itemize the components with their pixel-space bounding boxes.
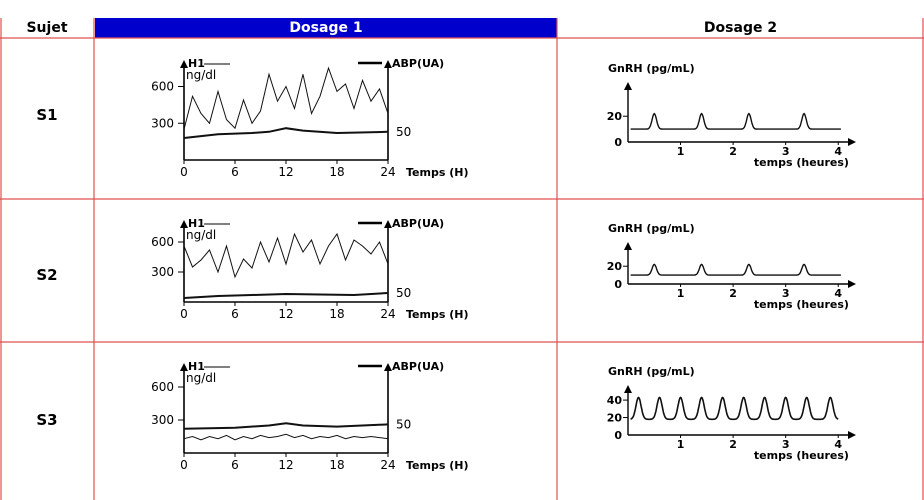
gnrh-pulse-line: [630, 263, 841, 276]
x-tick-label: 4: [834, 145, 842, 158]
x-axis-label: Temps (H): [406, 459, 468, 472]
gnrh-pulse-line: [630, 396, 839, 421]
chart-title: GnRH (pg/mL): [608, 62, 695, 75]
header-subject: Sujet: [26, 20, 68, 36]
y-tick-label: 300: [151, 265, 174, 279]
y-tick-label: 20: [607, 260, 623, 273]
subject-cell: S2: [36, 266, 58, 284]
chart-title: GnRH (pg/mL): [608, 365, 695, 378]
y-tick-label: 40: [607, 394, 623, 407]
y-axis-right-arrow: [384, 363, 392, 371]
y-unit-left: ng/dl: [186, 371, 216, 385]
x-axis-arrow: [848, 431, 856, 439]
y-axis-left-arrow: [180, 220, 188, 228]
y-tick-label: 600: [151, 380, 174, 394]
x-tick-label: 24: [380, 307, 395, 321]
y-tick-label: 300: [151, 116, 174, 130]
x-axis-label: Temps (H): [406, 308, 468, 321]
series-line-h1: [183, 433, 389, 441]
x-tick-label: 3: [782, 145, 790, 158]
y-unit-left: ng/dl: [186, 68, 216, 82]
x-axis-label: temps (heures): [754, 298, 849, 311]
x-tick-label: 6: [231, 307, 239, 321]
y-label-right: ABP(UA): [392, 360, 444, 373]
x-tick-label: 6: [231, 165, 239, 179]
y-axis-left-arrow: [180, 363, 188, 371]
series-line-abp: [183, 422, 389, 430]
y-tick-right-label: 50: [396, 286, 411, 300]
x-axis-label: temps (heures): [754, 449, 849, 462]
x-tick-label: 24: [380, 165, 395, 179]
x-tick-label: 0: [180, 307, 188, 321]
x-axis-arrow: [848, 280, 856, 288]
y-tick-right-label: 50: [396, 417, 411, 431]
x-axis-label: Temps (H): [406, 166, 468, 179]
y-tick-label: 20: [607, 110, 623, 123]
subject-cell: S3: [36, 411, 58, 429]
y-tick-right-label: 50: [396, 125, 411, 139]
x-tick-label: 3: [782, 438, 790, 451]
x-tick-label: 18: [329, 307, 344, 321]
x-tick-label: 12: [278, 458, 293, 472]
x-tick-label: 3: [782, 287, 790, 300]
x-tick-label: 0: [180, 165, 188, 179]
x-tick-label: 4: [834, 438, 842, 451]
y-tick-label: 0: [614, 278, 622, 291]
x-tick-label: 1: [677, 145, 685, 158]
series-line-abp: [183, 292, 389, 299]
series-line-h1: [183, 66, 389, 130]
x-tick-label: 2: [729, 287, 737, 300]
header-dosage1: Dosage 1: [95, 18, 557, 38]
series-line-abp: [183, 127, 389, 139]
y-label-left: H1: [188, 217, 205, 230]
x-tick-label: 18: [329, 458, 344, 472]
x-tick-label: 1: [677, 287, 685, 300]
gnrh-pulse-line: [630, 112, 841, 130]
x-tick-label: 6: [231, 458, 239, 472]
y-tick-label: 300: [151, 413, 174, 427]
x-tick-label: 4: [834, 287, 842, 300]
y-label-left: H1: [188, 360, 205, 373]
y-tick-label: 600: [151, 235, 174, 249]
y-tick-label: 20: [607, 412, 623, 425]
y-label-right: ABP(UA): [392, 57, 444, 70]
y-tick-label: 0: [614, 429, 622, 442]
y-axis-arrow: [624, 82, 632, 90]
x-axis-arrow: [848, 138, 856, 146]
series-line-h1: [183, 232, 389, 279]
x-axis-label: temps (heures): [754, 156, 849, 169]
y-tick-label: 600: [151, 80, 174, 94]
y-axis-right-arrow: [384, 60, 392, 68]
y-tick-label: 0: [614, 136, 622, 149]
x-tick-label: 2: [729, 145, 737, 158]
x-tick-label: 24: [380, 458, 395, 472]
y-axis-arrow: [624, 385, 632, 393]
subject-cell: S1: [36, 106, 58, 124]
y-axis-left-arrow: [180, 60, 188, 68]
y-label-right: ABP(UA): [392, 217, 444, 230]
x-tick-label: 2: [729, 438, 737, 451]
y-label-left: H1: [188, 57, 205, 70]
chart-title: GnRH (pg/mL): [608, 222, 695, 235]
y-unit-left: ng/dl: [186, 228, 216, 242]
x-tick-label: 18: [329, 165, 344, 179]
x-tick-label: 12: [278, 307, 293, 321]
y-axis-arrow: [624, 242, 632, 250]
x-tick-label: 1: [677, 438, 685, 451]
x-tick-label: 12: [278, 165, 293, 179]
header-dosage2: Dosage 2: [703, 20, 778, 36]
x-tick-label: 0: [180, 458, 188, 472]
y-axis-right-arrow: [384, 220, 392, 228]
